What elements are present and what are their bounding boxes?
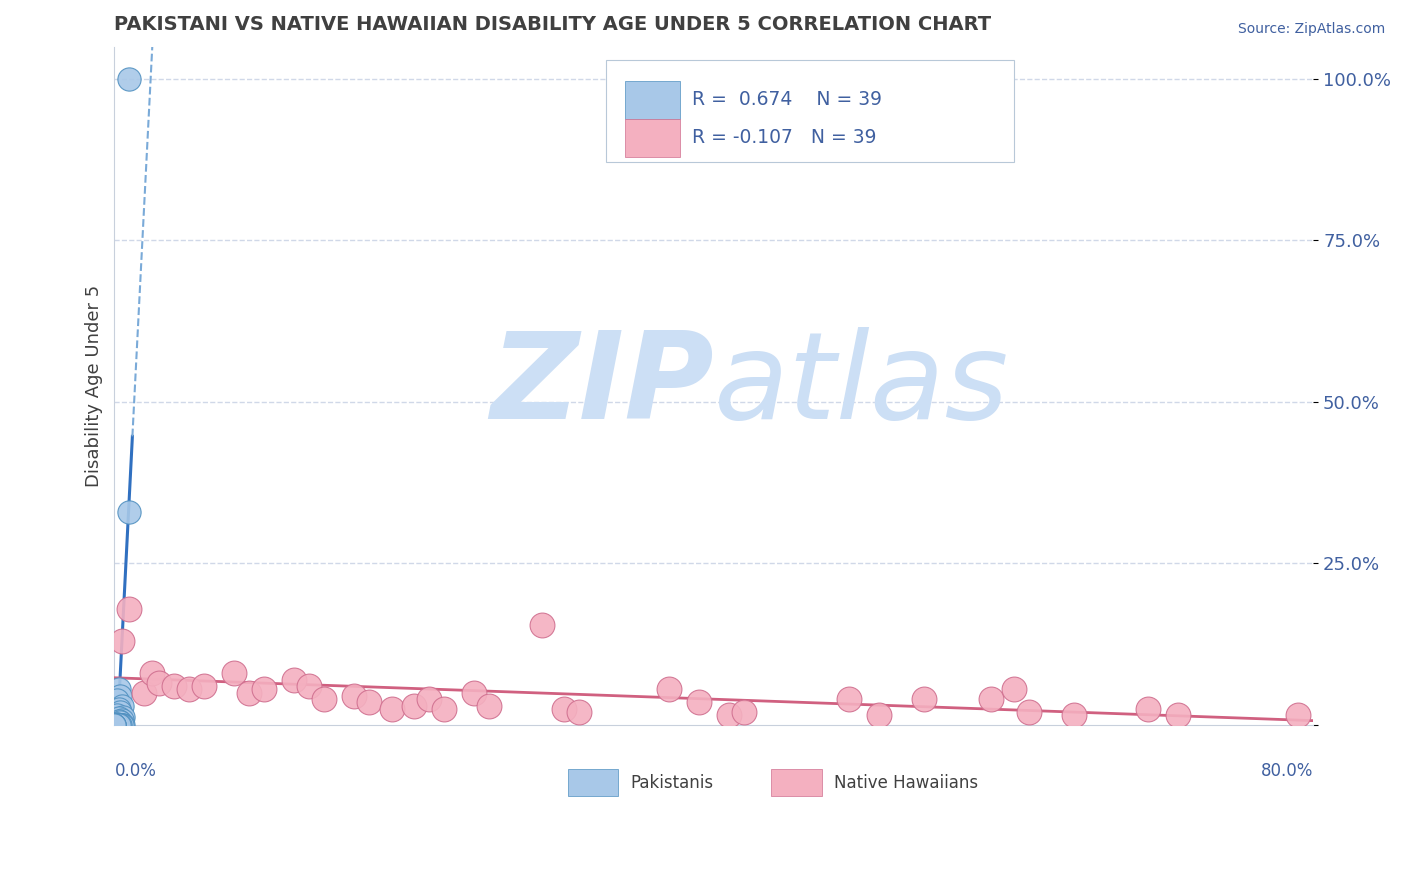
Point (1002, 682, 1025, 697)
Point (980, 692, 1002, 706)
Y-axis label: Disability Age Under 5: Disability Age Under 5 (86, 285, 103, 487)
Point (110, 689, 132, 703)
Point (112, 718, 135, 732)
Point (224, 666, 246, 681)
Point (111, 698, 134, 713)
FancyBboxPatch shape (568, 770, 617, 796)
Point (1063, 708, 1085, 723)
Point (104, 718, 127, 732)
Text: Native Hawaiians: Native Hawaiians (834, 773, 977, 791)
Point (179, 682, 201, 697)
Point (118, 505, 141, 519)
Point (103, 718, 125, 732)
Point (110, 718, 132, 732)
Point (103, 718, 125, 732)
Text: PAKISTANI VS NATIVE HAWAIIAN DISABILITY AGE UNDER 5 CORRELATION CHART: PAKISTANI VS NATIVE HAWAIIAN DISABILITY … (114, 15, 991, 34)
Point (108, 718, 131, 732)
Point (107, 718, 129, 732)
Point (104, 718, 127, 732)
Point (108, 682, 131, 697)
Point (1286, 708, 1309, 723)
Point (253, 682, 276, 697)
Point (381, 702, 404, 716)
Point (717, 708, 740, 723)
Point (478, 698, 501, 713)
Text: ZIP: ZIP (491, 327, 714, 444)
Point (343, 689, 366, 703)
FancyBboxPatch shape (606, 61, 1014, 162)
Point (111, 634, 134, 648)
FancyBboxPatch shape (626, 80, 681, 119)
Point (110, 718, 132, 732)
Point (912, 692, 935, 706)
Point (107, 716, 129, 731)
Text: Pakistanis: Pakistanis (630, 773, 713, 791)
Point (104, 717, 127, 731)
Point (108, 718, 131, 732)
Point (118, 601, 141, 615)
Point (112, 710, 135, 724)
FancyBboxPatch shape (626, 119, 681, 157)
Point (141, 666, 163, 681)
Point (108, 702, 131, 716)
Point (1137, 702, 1160, 716)
Point (733, 705, 755, 719)
Point (688, 695, 710, 709)
Point (111, 718, 134, 732)
Text: R =  0.674    N = 39: R = 0.674 N = 39 (692, 90, 882, 109)
Point (103, 718, 125, 732)
Point (107, 718, 129, 732)
Point (108, 714, 131, 728)
Point (110, 715, 132, 730)
Point (298, 679, 321, 693)
Text: R = -0.107   N = 39: R = -0.107 N = 39 (692, 128, 877, 147)
Point (163, 679, 186, 693)
Point (418, 692, 440, 706)
Point (1018, 705, 1040, 719)
Point (553, 702, 575, 716)
Point (108, 718, 131, 732)
Point (530, 617, 553, 632)
Point (110, 718, 132, 732)
Point (108, 718, 131, 732)
Point (107, 718, 129, 732)
Point (118, 72, 141, 87)
Point (134, 686, 156, 700)
Point (658, 682, 681, 697)
Point (238, 686, 260, 700)
Point (104, 718, 127, 732)
Point (104, 718, 127, 732)
Point (868, 708, 890, 723)
Point (108, 711, 131, 725)
Point (193, 679, 215, 693)
Text: atlas: atlas (714, 327, 1010, 444)
Point (111, 718, 134, 732)
Point (107, 718, 129, 732)
Text: 80.0%: 80.0% (1261, 763, 1313, 780)
Point (1167, 708, 1189, 723)
Point (107, 708, 129, 723)
Point (314, 692, 336, 706)
Point (433, 702, 456, 716)
Point (568, 705, 591, 719)
FancyBboxPatch shape (772, 770, 821, 796)
Point (283, 673, 305, 687)
Point (110, 705, 132, 719)
Point (107, 693, 129, 707)
Text: 0.0%: 0.0% (114, 763, 156, 780)
Point (111, 713, 134, 727)
Text: Source: ZipAtlas.com: Source: ZipAtlas.com (1237, 22, 1385, 37)
Point (104, 718, 127, 732)
Point (359, 695, 381, 709)
Point (103, 718, 125, 732)
Point (404, 698, 426, 713)
Point (148, 676, 170, 690)
Point (463, 686, 485, 700)
Point (838, 692, 860, 706)
